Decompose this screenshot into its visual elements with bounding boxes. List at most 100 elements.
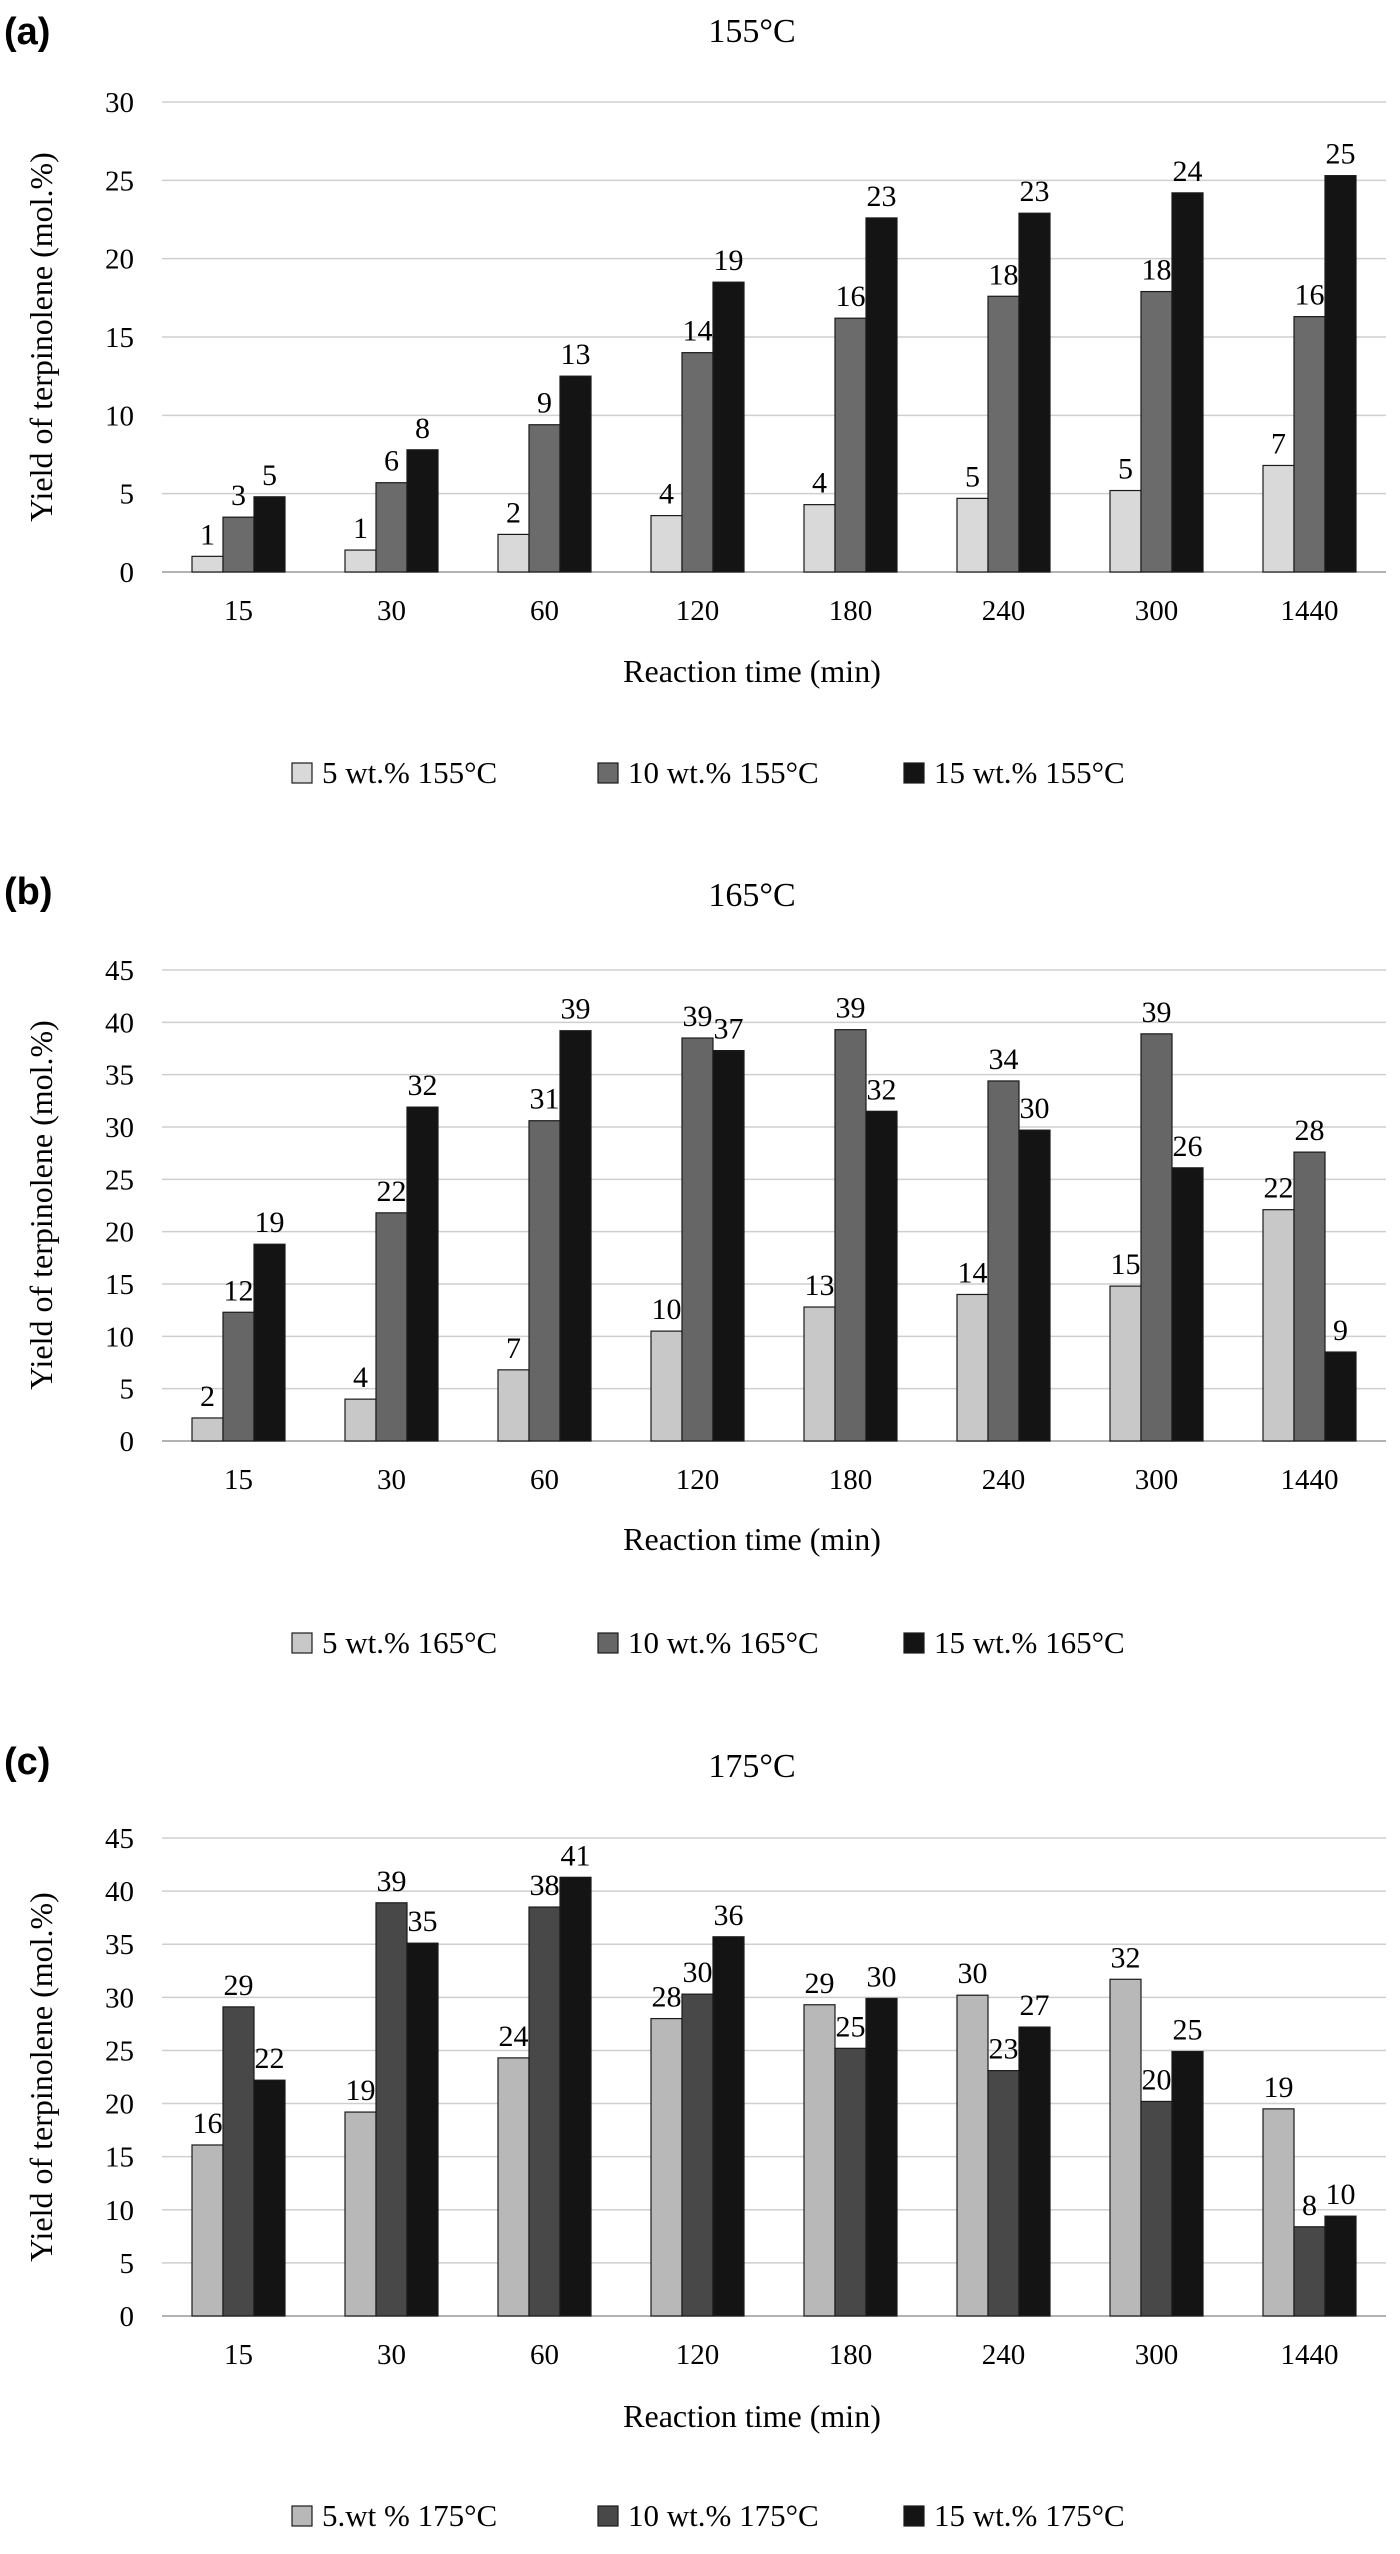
bar-15-wt-175-c-120 [712, 1936, 745, 2317]
y-tick-label: 0 [120, 557, 135, 589]
bar-15-wt-155-c-180 [865, 217, 898, 573]
data-label: 39 [836, 992, 866, 1025]
data-label: 12 [224, 1274, 254, 1307]
bar-5-wt-165-c-300 [1109, 1285, 1142, 1442]
data-label: 32 [1111, 1941, 1141, 1974]
y-tick-label: 0 [120, 2301, 135, 2333]
bar-15-wt-155-c-120 [712, 281, 745, 573]
bar-10-wt-165-c-30 [375, 1212, 408, 1442]
data-label: 32 [867, 1073, 897, 1106]
y-tick-label: 10 [105, 2195, 134, 2227]
bar-10-wt-175-c-60 [528, 1906, 561, 2317]
x-axis-label: Reaction time (min) [623, 2398, 881, 2434]
data-label: 4 [353, 1361, 368, 1394]
bar-15-wt-155-c-1440 [1324, 175, 1357, 573]
chart-title: 155°C [708, 13, 795, 50]
bar-15-wt-165-c-30 [406, 1106, 439, 1442]
data-label: 28 [1295, 1114, 1325, 1147]
x-tick-label: 1440 [1281, 1464, 1339, 1496]
x-tick-label: 240 [982, 1464, 1026, 1496]
y-tick-label: 20 [105, 2089, 134, 2121]
y-tick-label: 20 [105, 244, 134, 276]
bar-15-wt-155-c-15 [253, 496, 286, 573]
data-label: 13 [561, 338, 591, 371]
legend-swatch [903, 2505, 925, 2527]
data-label: 16 [1295, 279, 1325, 312]
data-label: 22 [377, 1175, 407, 1208]
legend-swatch [597, 1632, 619, 1654]
bar-15-wt-155-c-300 [1171, 192, 1204, 573]
x-tick-label: 15 [224, 1464, 253, 1496]
data-label: 30 [683, 1956, 713, 1989]
data-label: 25 [836, 2010, 866, 2043]
data-label: 18 [989, 258, 1019, 291]
bar-5-wt-175-c-1440 [1262, 2108, 1295, 2317]
panel-label: (c) [4, 1741, 50, 1783]
legend-swatch [291, 1632, 313, 1654]
y-tick-label: 25 [105, 165, 134, 197]
panel-label: (b) [4, 871, 53, 913]
bar-10-wt-155-c-300 [1140, 290, 1173, 573]
data-label: 8 [415, 412, 430, 445]
data-label: 7 [1271, 427, 1286, 460]
bar-5-wt-155-c-120 [650, 514, 683, 573]
bar-15-wt-175-c-300 [1171, 2050, 1204, 2317]
bar-5-wt-175-c-300 [1109, 1978, 1142, 2317]
data-label: 41 [561, 1839, 591, 1872]
x-tick-label: 15 [224, 595, 253, 627]
chart-panel-2: (b) 165°C 0 5 10 15 20 25 30 35 40 45 Yield of terpi… [4, 871, 1386, 1660]
bar-15-wt-165-c-240 [1018, 1129, 1051, 1442]
y-tick-label: 5 [120, 1374, 135, 1406]
legend: 5 wt.% 155°C 10 wt.% 155°C 15 wt.% 155°C [291, 755, 1125, 790]
data-label: 9 [1333, 1314, 1348, 1347]
data-label: 5 [262, 459, 277, 492]
data-label: 23 [989, 2033, 1019, 2066]
bar-10-wt-165-c-300 [1140, 1033, 1173, 1442]
data-label: 5 [965, 460, 980, 493]
chart-title: 175°C [708, 1748, 795, 1785]
bar-5-wt-165-c-30 [344, 1398, 377, 1442]
x-tick-label: 120 [676, 595, 720, 627]
data-label: 29 [224, 1969, 254, 2002]
data-label: 30 [1020, 1092, 1050, 1125]
data-label: 22 [255, 2042, 285, 2075]
bar-10-wt-175-c-30 [375, 1902, 408, 2317]
data-label: 9 [537, 387, 552, 420]
y-tick-label: 20 [105, 1217, 134, 1249]
legend-swatch [903, 762, 925, 784]
bar-5-wt-175-c-240 [956, 1994, 989, 2317]
bar-15-wt-165-c-15 [253, 1243, 286, 1442]
legend-label: 5 wt.% 155°C [322, 755, 497, 790]
bar-10-wt-155-c-1440 [1293, 316, 1326, 573]
data-label: 30 [867, 1960, 897, 1993]
bar-15-wt-165-c-300 [1171, 1167, 1204, 1442]
bar-5-wt-165-c-15 [191, 1417, 224, 1442]
data-label: 39 [561, 993, 591, 1026]
y-axis-label: Yield of terpinolene (mol.%) [23, 1892, 59, 2262]
bar-5-wt-155-c-30 [344, 549, 377, 573]
data-label: 1 [353, 512, 368, 545]
data-label: 25 [1173, 2014, 1203, 2047]
data-label: 10 [1326, 2178, 1356, 2211]
bar-15-wt-175-c-15 [253, 2079, 286, 2317]
bar-5-wt-155-c-1440 [1262, 464, 1295, 573]
data-label: 1 [200, 518, 215, 551]
data-label: 30 [958, 1957, 988, 1990]
data-label: 24 [1173, 155, 1203, 188]
bar-5-wt-165-c-180 [803, 1306, 836, 1442]
y-tick-label: 40 [105, 1007, 134, 1039]
y-tick-label: 30 [105, 1112, 134, 1144]
bar-15-wt-175-c-30 [406, 1942, 439, 2317]
data-label: 13 [805, 1269, 835, 1302]
bar-15-wt-175-c-60 [559, 1876, 592, 2317]
bar-10-wt-155-c-180 [834, 317, 867, 573]
data-label: 22 [1264, 1172, 1294, 1205]
legend-label: 10 wt.% 175°C [628, 2498, 819, 2533]
data-label: 35 [408, 1905, 438, 1938]
bar-10-wt-175-c-120 [681, 1993, 714, 2317]
data-label: 31 [530, 1083, 560, 1116]
y-tick-label: 5 [120, 2248, 135, 2280]
y-tick-label: 45 [105, 955, 134, 987]
